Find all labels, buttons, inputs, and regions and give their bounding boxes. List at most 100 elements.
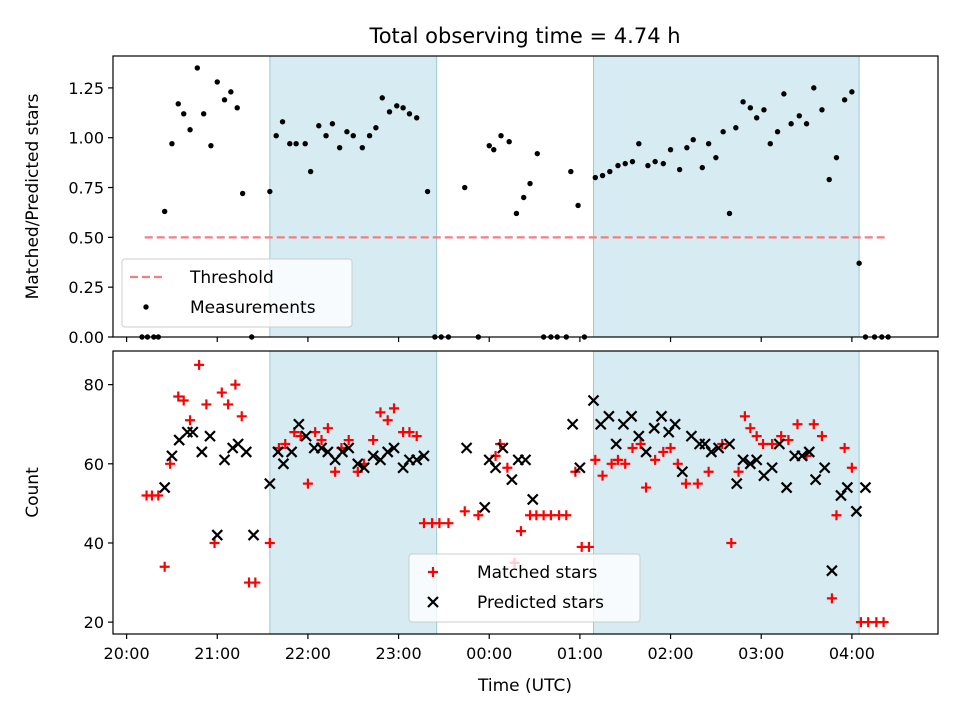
measurement-point — [462, 184, 468, 191]
predicted-star-point — [166, 450, 178, 462]
matched-star-point — [783, 435, 794, 446]
measurement-point — [652, 158, 658, 165]
measurement-point — [575, 202, 581, 209]
predicted-star-point — [397, 461, 409, 474]
matched-star-point — [375, 407, 386, 418]
measurement-point — [221, 97, 228, 103]
matched-star-point — [665, 442, 676, 453]
matched-star-point — [816, 431, 827, 442]
x-tick-label: 23:00 — [376, 644, 422, 663]
x-tick-label: 03:00 — [738, 644, 784, 663]
measurement-point — [629, 158, 636, 165]
measurement-point — [161, 208, 168, 215]
measurement-point — [767, 140, 773, 147]
matched-star-point — [216, 387, 227, 398]
matched-star-point — [250, 577, 261, 588]
predicted-star-point — [352, 458, 364, 470]
measurement-point — [761, 107, 767, 113]
predicted-star-point — [587, 394, 600, 407]
measurement-point — [811, 85, 817, 91]
predicted-star-point — [699, 438, 711, 450]
measurement-point — [713, 154, 719, 161]
measurement-point — [366, 133, 373, 139]
matched-star-point — [236, 411, 247, 422]
matched-star-point — [173, 391, 184, 402]
predicted-star-point — [662, 426, 675, 438]
matched-star-point — [658, 446, 669, 457]
measurement-point — [599, 172, 606, 179]
matched-star-point — [368, 435, 379, 446]
matched-star-point — [839, 442, 850, 453]
matched-star-point — [846, 462, 857, 473]
predicted-star-point — [633, 430, 645, 442]
matched-star-point — [745, 423, 756, 434]
y-axis-label: Matched/Predicted stars — [23, 93, 43, 299]
predicted-star-point — [610, 438, 622, 450]
matched-star-point — [434, 518, 445, 529]
measurement-point — [733, 125, 739, 131]
predicted-star-point — [342, 442, 355, 454]
matched-star-point — [153, 490, 164, 501]
measurement-point — [726, 210, 733, 217]
x-tick-label: 04:00 — [829, 644, 875, 663]
matched-star-point — [322, 423, 333, 434]
predicted-star-point — [218, 454, 231, 466]
legend-label: Predicted stars — [477, 593, 604, 613]
matched-star-point — [295, 431, 306, 442]
x-axis-label: Time (UTC) — [477, 676, 572, 696]
predicted-star-point — [723, 438, 736, 450]
matched-star-point — [201, 399, 212, 410]
measurement-point — [667, 146, 674, 153]
y-tick-label: 0.75 — [68, 179, 104, 198]
predicted-star-point — [809, 473, 822, 486]
measurement-point — [302, 140, 308, 147]
predicted-star-point — [603, 410, 615, 423]
matched-star-point — [165, 458, 176, 469]
matched-star-point — [230, 379, 241, 390]
matched-star-point — [627, 442, 638, 453]
matched-star-point — [159, 561, 170, 572]
measurement-point — [520, 194, 527, 201]
matched-star-point — [751, 431, 762, 442]
measurement-point — [774, 129, 781, 135]
matched-star-point — [194, 359, 205, 370]
measurement-point — [234, 105, 240, 111]
predicted-star-point — [285, 446, 298, 458]
predicted-star-point — [648, 422, 661, 434]
measurement-point — [592, 174, 599, 181]
predicted-star-point — [841, 481, 854, 494]
predicted-star-point — [489, 461, 502, 474]
measurement-point — [690, 137, 696, 143]
matched-star-point — [459, 506, 470, 517]
measurement-point — [181, 111, 187, 117]
measurement-point — [788, 121, 794, 127]
predicted-star-point — [705, 446, 718, 458]
measurement-point — [239, 190, 246, 197]
shaded-region — [592, 55, 860, 338]
measurement-point — [491, 146, 497, 153]
measurement-point — [406, 111, 413, 117]
matched-star-point — [185, 415, 196, 426]
legend-label: Threshold — [189, 268, 274, 288]
measurement-point — [323, 133, 329, 139]
matched-star-point — [680, 478, 691, 489]
predicted-star-point — [835, 489, 847, 502]
matched-star-point — [878, 617, 889, 628]
legend-predicted-swatch — [427, 596, 439, 608]
predicted-star-point — [367, 450, 379, 462]
predicted-star-point — [803, 446, 816, 458]
predicted-star-point — [850, 505, 863, 518]
predicted-star-point — [272, 446, 284, 458]
predicted-star-point — [655, 410, 668, 423]
measurement-point — [796, 113, 802, 119]
matched-star-point — [583, 541, 594, 552]
predicted-star-point — [247, 529, 260, 541]
y-tick-label: 1.00 — [68, 129, 104, 148]
matched-star-point — [635, 439, 646, 450]
measurement-point — [187, 127, 193, 133]
predicted-star-point — [506, 473, 518, 486]
predicted-star-point — [478, 501, 491, 514]
matched-star-point — [808, 419, 819, 430]
matched-star-point — [382, 415, 393, 426]
measurement-point — [169, 140, 175, 147]
